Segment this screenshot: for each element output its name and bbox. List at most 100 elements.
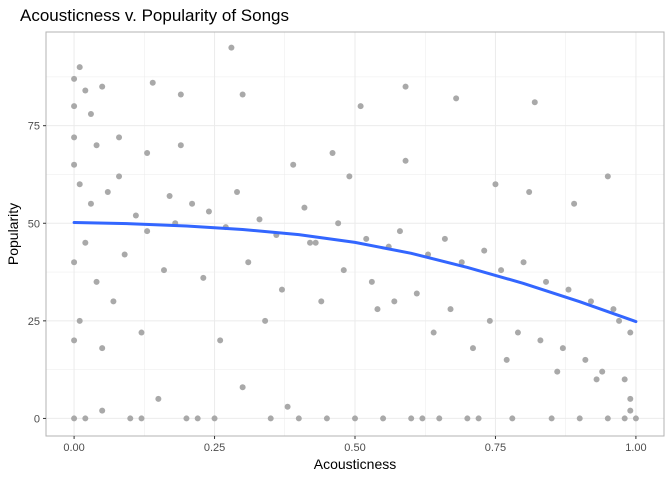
data-point: [498, 267, 505, 274]
data-point: [363, 235, 370, 242]
data-point: [239, 384, 246, 391]
data-point: [486, 317, 493, 324]
data-point: [621, 376, 628, 383]
data-point: [76, 64, 83, 71]
data-point: [571, 200, 578, 207]
data-point: [239, 91, 246, 98]
data-point: [301, 204, 308, 211]
data-point: [509, 415, 516, 422]
data-point: [290, 161, 297, 168]
data-point: [76, 181, 83, 188]
data-point: [189, 200, 196, 207]
data-point: [413, 290, 420, 297]
data-point: [604, 415, 611, 422]
data-point: [116, 134, 123, 141]
chart-title: Acousticness v. Popularity of Songs: [20, 6, 289, 25]
data-point: [71, 337, 78, 344]
data-point: [194, 415, 201, 422]
data-point: [391, 298, 398, 305]
data-point: [604, 173, 611, 180]
data-point: [312, 239, 319, 246]
data-point: [76, 317, 83, 324]
x-tick-label: 1.00: [625, 442, 646, 454]
data-point: [245, 259, 252, 266]
data-point: [262, 317, 269, 324]
data-point: [368, 278, 375, 285]
data-point: [627, 407, 634, 414]
data-point: [318, 298, 325, 305]
data-point: [537, 337, 544, 344]
data-point: [93, 278, 100, 285]
data-point: [205, 208, 212, 215]
data-point: [599, 368, 606, 375]
data-point: [99, 407, 106, 414]
data-point: [160, 267, 167, 274]
data-point: [295, 415, 302, 422]
data-point: [87, 200, 94, 207]
data-point: [627, 395, 634, 402]
data-point: [402, 83, 409, 90]
data-point: [217, 337, 224, 344]
data-point: [559, 345, 566, 352]
data-point: [256, 216, 263, 223]
y-tick-label: 50: [28, 218, 40, 230]
data-point: [177, 91, 184, 98]
trend-line-group: [72, 221, 638, 324]
data-point: [548, 415, 555, 422]
x-axis-ticks: 0.00 0.25 0.50 0.75 1.00: [63, 436, 647, 454]
data-point: [408, 415, 415, 422]
trend-line: [72, 221, 638, 324]
data-point: [335, 220, 342, 227]
data-point: [453, 95, 460, 102]
data-point: [71, 161, 78, 168]
data-point: [144, 228, 151, 235]
data-point: [396, 228, 403, 235]
y-axis-ticks: 0 25 50 75: [28, 121, 46, 425]
data-point: [402, 157, 409, 164]
x-tick-label: 0.25: [204, 442, 225, 454]
data-point: [166, 192, 173, 199]
data-point: [116, 173, 123, 180]
data-point: [71, 415, 78, 422]
data-point: [520, 259, 527, 266]
data-point: [526, 189, 533, 196]
data-point: [352, 415, 358, 422]
data-point: [346, 173, 353, 180]
data-point: [323, 415, 330, 422]
data-point: [565, 286, 572, 293]
data-point: [71, 259, 78, 266]
data-point: [138, 415, 145, 422]
data-point: [543, 278, 550, 285]
y-tick-label: 0: [34, 413, 40, 425]
data-point: [183, 415, 190, 422]
data-point: [481, 247, 488, 254]
data-point: [144, 150, 151, 157]
data-point: [593, 376, 600, 383]
data-points: [71, 44, 639, 422]
data-point: [503, 356, 510, 363]
y-tick-label: 25: [28, 316, 40, 328]
data-point: [149, 79, 156, 86]
data-point: [554, 368, 561, 375]
data-point: [82, 87, 89, 94]
data-point: [430, 329, 437, 336]
x-tick-label: 0.00: [63, 442, 84, 454]
data-point: [155, 395, 162, 402]
data-point: [71, 75, 78, 82]
data-point: [71, 103, 78, 110]
data-point: [627, 329, 634, 336]
y-axis-title: Popularity: [5, 203, 21, 265]
x-tick-label: 0.50: [344, 442, 365, 454]
data-point: [127, 415, 134, 422]
data-point: [464, 415, 471, 422]
data-point: [211, 415, 218, 422]
data-point: [284, 403, 291, 410]
data-point: [87, 110, 94, 117]
data-point: [82, 239, 89, 246]
data-point: [582, 356, 589, 363]
data-point: [234, 189, 241, 196]
data-point: [104, 189, 111, 196]
data-point: [340, 267, 347, 274]
data-point: [329, 150, 336, 157]
